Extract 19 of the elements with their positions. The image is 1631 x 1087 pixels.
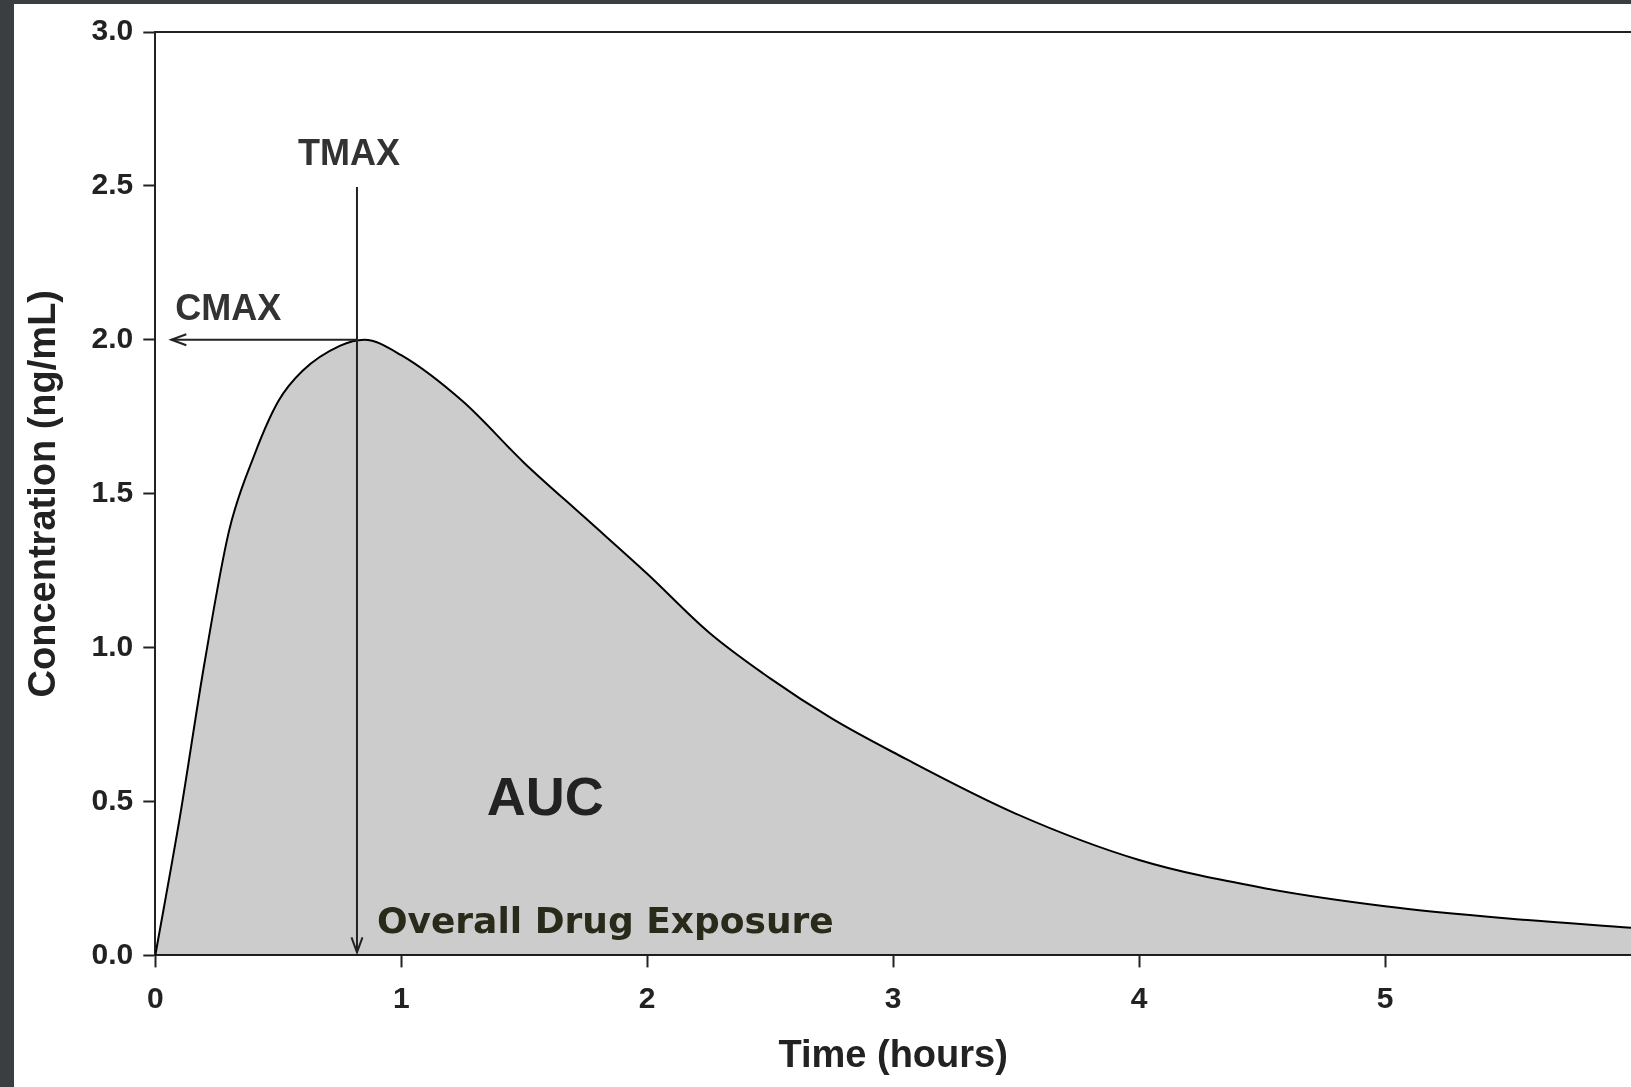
x-tick-label: 0	[146, 980, 164, 1014]
ref-line-label: CMAX	[175, 286, 282, 328]
annotation: AUC	[486, 766, 604, 827]
y-tick-label: 0.0	[91, 936, 134, 970]
x-tick-label: 5	[1376, 980, 1394, 1014]
x-tick-label: 3	[884, 980, 902, 1014]
x-tick-label: 4	[1130, 980, 1148, 1014]
y-tick-label: 0.5	[91, 782, 134, 816]
y-tick-label: 3.0	[91, 13, 134, 47]
y-tick-label: 1.5	[91, 474, 134, 508]
y-tick-label: 2.0	[91, 321, 134, 355]
y-tick-label: 1.0	[91, 628, 134, 662]
annotation: Overall Drug Exposure	[376, 899, 834, 941]
ref-line-label: TMAX	[297, 131, 400, 173]
y-tick-label: 2.5	[91, 167, 134, 201]
x-tick-label: 1	[392, 980, 410, 1014]
y-axis-title: Concentration (ng/mL)	[21, 290, 64, 698]
x-axis-title: Time (hours)	[778, 1032, 1008, 1075]
x-tick-label: 2	[638, 980, 656, 1014]
